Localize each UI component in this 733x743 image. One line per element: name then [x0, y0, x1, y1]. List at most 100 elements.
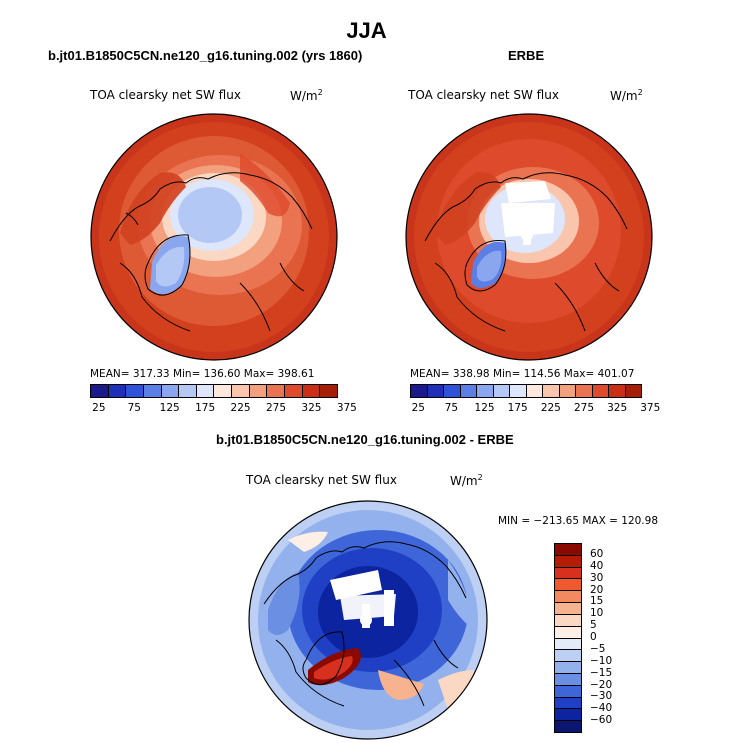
diff-colorbar-tick-label: 5 [590, 619, 597, 632]
diff-colorbar-tick-label: −5 [590, 642, 606, 655]
obs-colorbar-swatch [444, 385, 461, 397]
diff-stats: MIN = −213.65 MAX = 120.98 [498, 515, 659, 527]
diff-colorbar-tick-label: −60 [590, 714, 613, 727]
obs-colorbar-swatch [411, 385, 428, 397]
obs-colorbar [410, 384, 642, 398]
diff-colorbar-swatch [555, 697, 581, 710]
model-colorbar-tick-label: 375 [336, 402, 357, 414]
diff-colorbar-swatch [555, 626, 581, 639]
diff-colorbar-swatch [555, 544, 581, 556]
obs-colorbar-swatch [427, 385, 444, 397]
obs-colorbar-swatch [526, 385, 543, 397]
diff-colorbar-swatch [555, 614, 581, 627]
diff-colorbar-tick-label: 30 [590, 571, 604, 584]
obs-units-text: W/m [610, 89, 638, 103]
obs-colorbar-tick-label: 175 [507, 402, 528, 414]
obs-panel-heading: ERBE [508, 48, 545, 63]
diff-colorbar [554, 543, 582, 733]
obs-polar-map [405, 113, 653, 361]
obs-colorbar-tick-label: 25 [411, 402, 425, 414]
diff-colorbar-tick-label: 0 [590, 631, 597, 643]
model-colorbar-swatch [302, 385, 321, 397]
obs-units-sup: 2 [637, 88, 643, 97]
diff-colorbar-swatch [555, 555, 581, 568]
obs-colorbar-tick-label: 225 [540, 402, 561, 414]
model-colorbar-swatch [320, 385, 337, 397]
model-units-text: W/m [290, 89, 318, 103]
diff-colorbar-tick-label: −30 [590, 690, 613, 703]
diff-colorbar-swatch [555, 662, 581, 674]
model-units: W/m2 [290, 88, 323, 103]
obs-colorbar-swatch [559, 385, 576, 397]
model-panel-heading: b.jt01.B1850C5CN.ne120_g16.tuning.002 (y… [48, 48, 363, 63]
obs-colorbar-tick-label: 375 [640, 402, 661, 414]
model-colorbar-swatch [161, 385, 180, 397]
diff-colorbar-tick-label: 20 [590, 583, 604, 596]
model-colorbar-tick-label: 75 [127, 402, 141, 414]
obs-colorbar-tick-label: 325 [607, 402, 628, 414]
diff-colorbar-tick-label: 15 [590, 595, 604, 608]
diff-units-sup: 2 [477, 473, 483, 482]
model-colorbar-swatch [267, 385, 286, 397]
model-colorbar-tick-label: 175 [195, 402, 216, 414]
diff-colorbar-tick-label: −40 [590, 702, 613, 715]
model-colorbar-tick-label: 275 [265, 402, 287, 414]
obs-colorbar-swatch [493, 385, 510, 397]
diff-var-label: TOA clearsky net SW flux [246, 473, 397, 487]
diff-colorbar-swatch [555, 721, 581, 732]
obs-units: W/m2 [610, 88, 643, 103]
diff-panel-heading: b.jt01.B1850C5CN.ne120_g16.tuning.002 - … [216, 432, 514, 447]
obs-colorbar-tick-label: 275 [573, 402, 595, 414]
obs-stats: MEAN= 338.98 Min= 114.56 Max= 401.07 [410, 368, 635, 380]
model-colorbar-swatch [232, 385, 250, 397]
model-colorbar-swatch [179, 385, 197, 397]
obs-colorbar-swatch [477, 385, 494, 397]
model-colorbar-swatch [285, 385, 303, 397]
obs-colorbar-swatch [609, 385, 626, 397]
model-colorbar-swatch [196, 385, 215, 397]
model-colorbar [90, 384, 338, 398]
diff-colorbar-swatch [555, 603, 581, 615]
model-colorbar-swatch [214, 385, 233, 397]
diff-colorbar-tick-label: 40 [590, 559, 604, 572]
diff-colorbar-swatch [555, 650, 581, 663]
diff-units: W/m2 [450, 473, 483, 488]
obs-colorbar-tick-label: 75 [444, 402, 459, 414]
diff-colorbar-tick-label: −15 [590, 666, 613, 679]
model-colorbar-tick-label: 25 [92, 402, 106, 414]
model-colorbar-tick-label: 125 [159, 402, 180, 414]
diff-polar-map [248, 500, 488, 740]
obs-colorbar-swatch [625, 385, 641, 397]
page-title: JJA [346, 18, 387, 43]
model-colorbar-swatch [143, 385, 162, 397]
diff-colorbar-tick-label: 10 [590, 607, 604, 620]
model-units-sup: 2 [317, 88, 323, 97]
diff-colorbar-swatch [555, 638, 581, 651]
model-colorbar-swatch [91, 385, 109, 397]
model-colorbar-tick-label: 325 [301, 402, 322, 414]
model-stats: MEAN= 317.33 Min= 136.60 Max= 398.61 [90, 368, 315, 380]
model-polar-map [90, 113, 338, 361]
model-colorbar-tick-label: 225 [230, 402, 251, 414]
obs-colorbar-swatch [460, 385, 477, 397]
diff-colorbar-swatch [555, 567, 581, 580]
model-var-label: TOA clearsky net SW flux [90, 88, 241, 102]
diff-colorbar-swatch [555, 579, 581, 592]
diff-colorbar-tick-label: 60 [590, 547, 604, 560]
diff-colorbar-swatch [555, 673, 581, 686]
obs-colorbar-swatch [576, 385, 593, 397]
model-colorbar-swatch [249, 385, 268, 397]
diff-colorbar-tick-label: −10 [590, 654, 613, 667]
diff-colorbar-swatch [555, 685, 581, 698]
model-colorbar-swatch [126, 385, 144, 397]
model-colorbar-swatch [108, 385, 127, 397]
diff-units-text: W/m [450, 474, 478, 488]
diff-colorbar-swatch [555, 591, 581, 604]
diff-colorbar-swatch [555, 709, 581, 722]
diff-colorbar-tick-label: −20 [590, 678, 613, 691]
obs-colorbar-swatch [510, 385, 527, 397]
obs-colorbar-swatch [543, 385, 560, 397]
obs-colorbar-swatch [592, 385, 609, 397]
obs-colorbar-tick-label: 125 [474, 402, 495, 414]
obs-var-label: TOA clearsky net SW flux [408, 88, 559, 102]
